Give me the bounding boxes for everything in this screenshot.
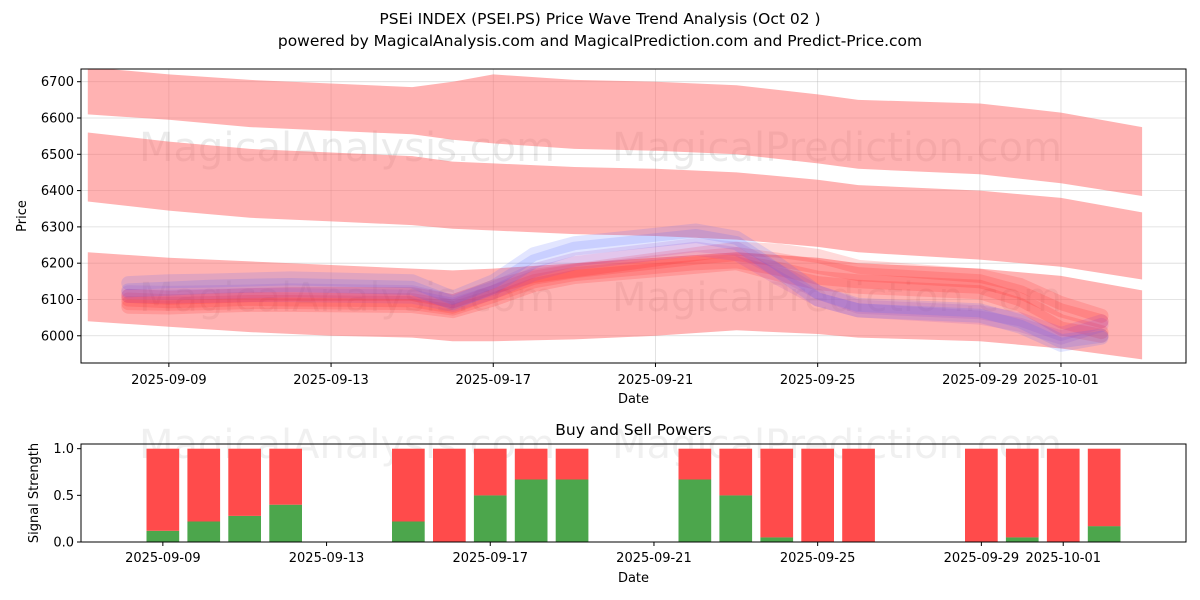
y-tick-label: 6500: [41, 148, 74, 163]
bar-plot-frame: [80, 443, 1187, 543]
bar-chart-title: Buy and Sell Powers: [555, 421, 712, 439]
upper-wave-band: [87, 69, 1143, 196]
y-tick-label: 6300: [41, 220, 74, 235]
sell-bar: [146, 448, 180, 531]
sell-bar: [719, 448, 753, 496]
trend-blue-1: [121, 223, 1109, 349]
buy-bar: [473, 495, 507, 542]
bar-x-tick-label: 2025-09-17: [452, 551, 528, 566]
plot-frame: [80, 68, 1187, 364]
middle-wave-band: [87, 132, 1143, 280]
buy-bar: [514, 479, 548, 542]
x-tick-label: 2025-09-25: [780, 373, 856, 388]
x-tick-label: 2025-09-09: [131, 373, 207, 388]
bar-x-tick-label: 2025-09-29: [944, 551, 1020, 566]
bar-plot-background: [81, 444, 1186, 542]
buy-bar: [719, 495, 753, 542]
y-tick-label: 6200: [41, 257, 74, 272]
bar-x-tick-label: 2025-09-21: [616, 551, 692, 566]
sell-bar: [1005, 448, 1039, 538]
chart-subtitle: powered by MagicalAnalysis.com and Magic…: [277, 32, 923, 50]
trend-purple-2: [121, 241, 1109, 345]
x-tick-label: 2025-09-29: [942, 373, 1018, 388]
x-tick-label: 2025-09-21: [618, 373, 694, 388]
trend-red-1: [121, 241, 1109, 323]
sell-bar: [433, 448, 466, 542]
chart-title: PSEi INDEX (PSEI.PS) Price Wave Trend An…: [379, 10, 821, 28]
sell-bar: [473, 448, 507, 496]
bar-x-tick-label: 2025-09-13: [289, 551, 365, 566]
x-tick-label: 2025-10-01: [1023, 373, 1099, 388]
buy-bar: [760, 537, 794, 542]
buy-bar: [269, 504, 302, 542]
x-tick-label: 2025-09-17: [455, 373, 531, 388]
sell-bar: [514, 448, 548, 480]
bar-x-tick-label: 2025-09-09: [125, 551, 201, 566]
sell-bar: [760, 448, 794, 538]
sell-bar: [678, 448, 712, 480]
plot-area: [87, 69, 1143, 360]
x-axis-label: Date: [618, 392, 649, 407]
buy-bar: [1087, 526, 1121, 542]
bar-y-tick-label: 0.0: [53, 536, 74, 551]
y-tick-label: 6700: [41, 75, 74, 90]
x-tick-label: 2025-09-13: [293, 373, 369, 388]
y-tick-label: 6400: [41, 184, 74, 199]
trend-red-3: [121, 254, 1109, 340]
bar-x-axis-label: Date: [618, 571, 649, 586]
sell-bar: [228, 448, 261, 516]
trend-red-4: [121, 256, 1109, 343]
y-tick-label: 6100: [41, 293, 74, 308]
y-axis-label: Price: [15, 200, 30, 232]
sell-bar: [842, 448, 875, 542]
sell-bar: [392, 448, 425, 522]
sell-bar: [269, 448, 302, 505]
trend-blue-2: [121, 229, 1109, 352]
buy-bar: [555, 479, 589, 542]
buy-bar: [187, 521, 221, 542]
sell-bar: [187, 448, 221, 522]
y-tick-label: 6600: [41, 112, 74, 127]
bar-x-tick-label: 2025-09-25: [780, 551, 856, 566]
y-tick-label: 6000: [41, 329, 74, 344]
lower-wave-band: [87, 252, 1143, 360]
sell-bar: [1087, 448, 1121, 527]
sell-bar: [555, 448, 589, 480]
trend-red-2: [121, 247, 1109, 329]
buy-bar: [228, 515, 261, 542]
bar-y-tick-label: 0.5: [53, 489, 74, 504]
sell-bar: [801, 448, 834, 542]
buy-bar: [1005, 537, 1039, 542]
buy-bar: [392, 521, 425, 542]
bar-y-axis-label: Signal Strength: [27, 443, 42, 543]
buy-bar: [146, 530, 180, 542]
bar-y-tick-label: 1.0: [53, 442, 74, 457]
bar-x-tick-label: 2025-10-01: [1025, 551, 1101, 566]
buy-bar: [678, 479, 712, 542]
sell-bar: [965, 448, 998, 542]
trend-purple-1: [121, 238, 1109, 341]
sell-bar: [1046, 448, 1080, 542]
